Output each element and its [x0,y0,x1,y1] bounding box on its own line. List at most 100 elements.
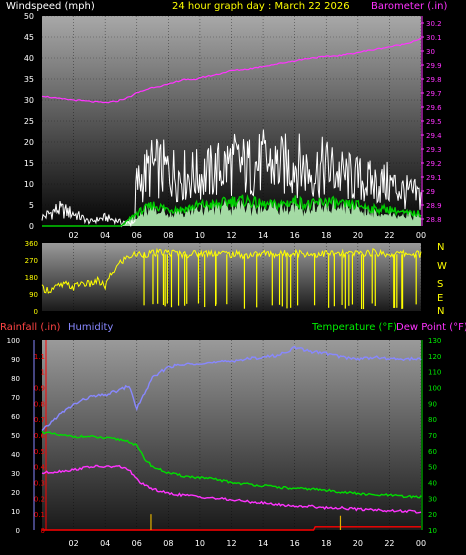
wind-tick-label: 45 [24,33,34,42]
temperature-tick-label: 50 [428,464,437,472]
wind-hour-labels: 02 04 06 08 10 12 14 16 18 20 22 00 [68,231,426,240]
direction-line [41,247,422,294]
humidity-axis-title: Humidity [68,322,113,333]
rain-tick-label: 0.8 [34,400,45,408]
temp-hour-labels: 02 04 06 08 10 12 14 16 18 20 22 00 [68,539,426,548]
temperature-tick-label: 120 [428,353,441,361]
compass-label: N [437,306,444,317]
wind-baro-series [41,37,422,228]
temperature-tick-label: 30 [428,495,437,503]
wind-gust-line [41,129,422,228]
humidity-tick-label: 40 [11,451,20,459]
hour-label: 08 [163,231,173,240]
temperature-tick-label: 40 [428,480,437,488]
hour-label: 18 [321,231,331,240]
hour-label: 20 [353,231,363,240]
compass-label: W [437,261,447,272]
rainfall-line [42,526,421,531]
compass-label: E [437,293,443,304]
hour-label: 10 [195,539,205,548]
wind-tick-label: 5 [29,201,34,210]
humidity-tick-label: 10 [11,508,20,516]
hour-label: 10 [195,231,205,240]
baro-tick-label: 29 [426,188,435,196]
direction-tick-label: 90 [29,291,38,299]
hour-label: 16 [290,231,300,240]
baro-tick-label: 30.2 [426,20,442,28]
baro-tick-label: 29.1 [426,174,442,182]
humidity-tick-label: 30 [11,470,20,478]
hour-label: 18 [321,539,331,548]
temp-hum-plot-area [42,340,421,530]
hour-label: 04 [100,539,110,548]
rain-tick-label: 1 [41,369,45,377]
temperature-tick-label: 90 [428,400,437,408]
chart-title: 24 hour graph day : March 22 2026 [172,1,350,12]
temperature-tick-label: 70 [428,432,437,440]
baro-axis-title: Barometer (.in) [371,1,447,12]
temperature-axis-title: Temperature (°F) [311,322,397,333]
humidity-line [41,345,422,431]
rain-tick-label: 0.1 [34,511,45,519]
baro-tick-label: 28.8 [426,216,442,224]
direction-tick-label: 0 [34,308,38,316]
wind-tick-label: 10 [24,180,34,189]
wind-tick-label: 20 [24,138,34,147]
rain-axis-title: Rainfall (.in) [0,322,61,333]
hour-label: 02 [68,539,78,548]
wind-tick-label: 0 [29,222,34,231]
hour-label: 16 [290,539,300,548]
temperature-tick-label: 110 [428,369,441,377]
humidity-tick-label: 60 [11,413,20,421]
temperature-tick-label: 60 [428,448,437,456]
temperature-tick-label: 10 [428,527,437,535]
wind-tick-label: 50 [24,12,34,21]
rain-tick-label: 0.3 [34,480,45,488]
baro-tick-label: 29.6 [426,104,442,112]
hour-label: 00 [416,231,426,240]
direction-tick-label: 360 [25,240,38,248]
direction-tick-label: 270 [25,257,38,265]
temperature-tick-label: 100 [428,385,441,393]
rain-tick-label: 0.2 [34,495,45,503]
rain-tick-label: 1.1 [34,353,45,361]
baro-tick-label: 28.9 [426,202,442,210]
wind-tick-label: 25 [24,117,34,126]
compass-label: S [437,279,443,290]
baro-tick-label: 30 [426,48,435,56]
dewpoint-axis-title: Dew Point (°F) [396,322,466,333]
barometer-line [41,37,422,104]
direction-axis-ticks: 0 90 180 270 360 [25,240,38,316]
hour-label: 00 [416,539,426,548]
baro-axis-ticks: 28.8 28.9 29 29.1 29.2 29.3 29.4 29.5 29.6 29.7 29… [421,16,442,226]
wind-axis-title: Windspeed (mph) [6,1,95,12]
hour-label: 06 [132,539,142,548]
wind-tick-label: 40 [24,54,34,63]
wind-tick-label: 15 [24,159,34,168]
humidity-axis-ticks: 0 10 20 30 40 50 60 70 80 90 100 [7,337,35,535]
hour-label: 02 [68,231,78,240]
wind-average-line [42,194,422,227]
hour-label: 08 [163,539,173,548]
direction-tick-label: 180 [25,274,38,282]
baro-tick-label: 30.1 [426,34,442,42]
baro-tick-label: 29.9 [426,62,442,70]
baro-tick-label: 29.7 [426,90,442,98]
hour-label: 20 [353,539,363,548]
humidity-tick-label: 80 [11,375,20,383]
humidity-tick-label: 20 [11,489,20,497]
rain-tick-label: 0.5 [34,448,45,456]
hour-label: 22 [384,231,394,240]
wind-axis-ticks: 0 5 10 15 20 25 30 35 40 45 50 [24,12,34,231]
baro-tick-label: 29.4 [426,132,442,140]
rain-tick-label: 0.6 [34,432,46,440]
baro-tick-label: 29.8 [426,76,442,84]
rain-tick-label: 0 [41,527,45,535]
wind-tick-label: 30 [24,96,34,105]
direction-series [41,247,422,310]
rain-tick-label: 0.9 [34,385,45,393]
temperature-tick-label: 80 [428,416,437,424]
humidity-tick-label: 90 [11,356,20,364]
